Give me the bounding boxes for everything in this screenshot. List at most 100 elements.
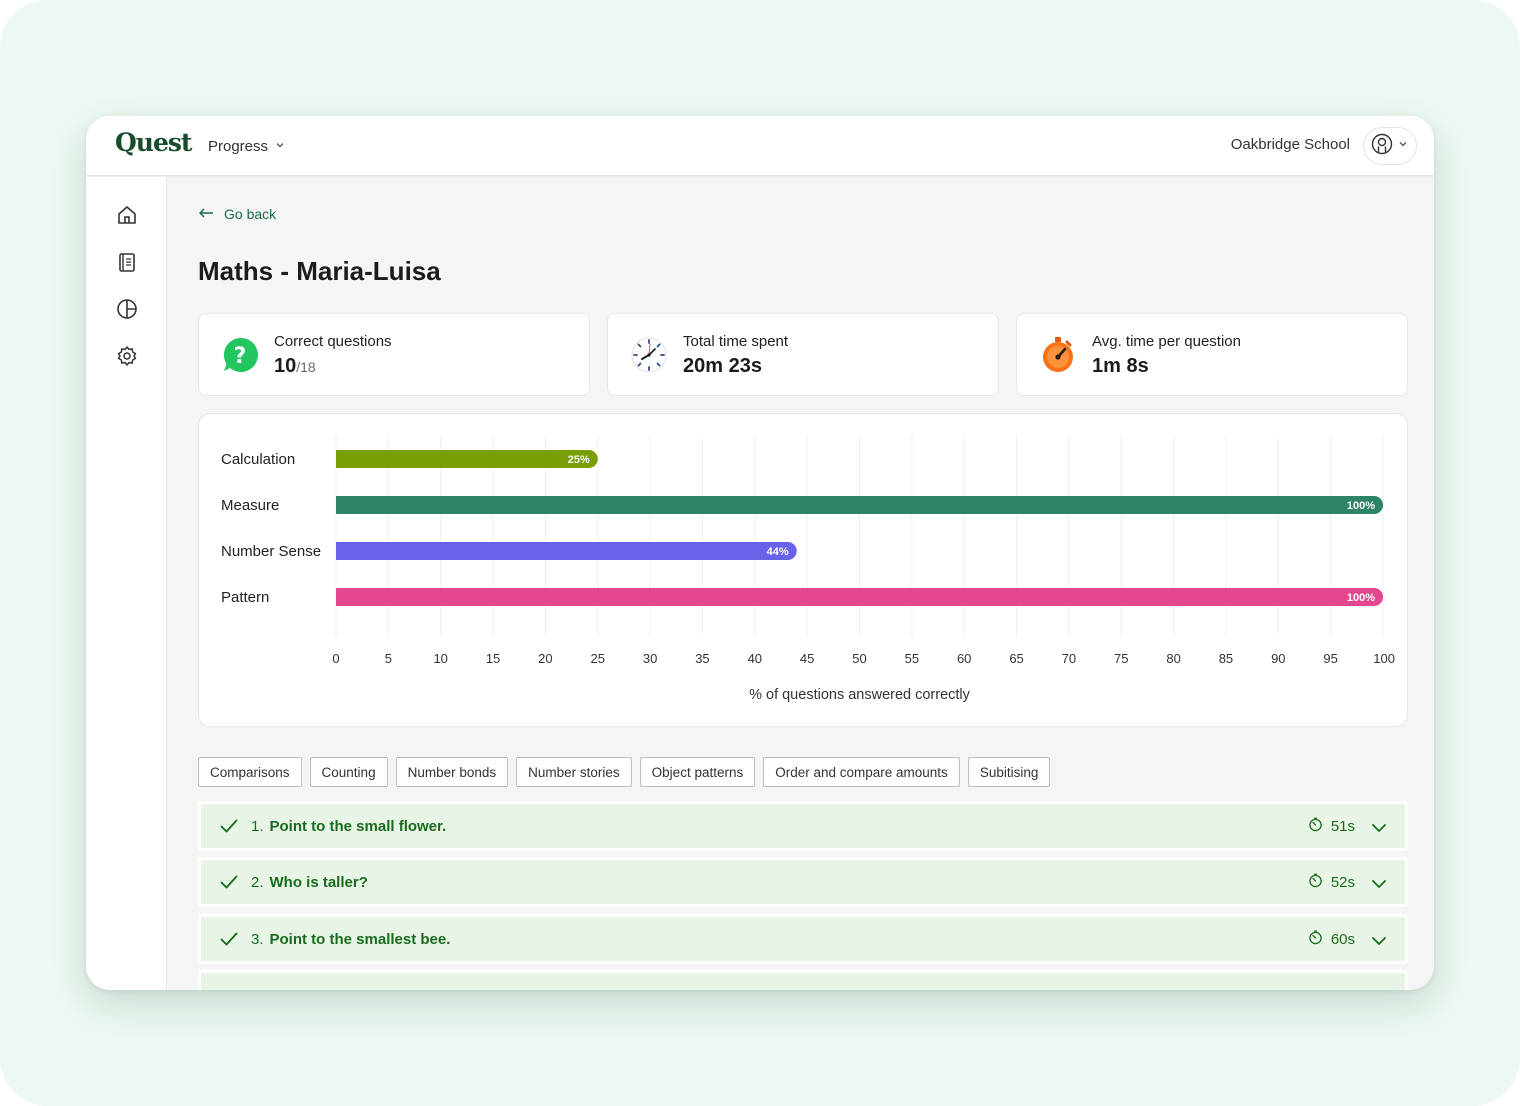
question-bubble-icon: ? [221,336,259,374]
bar-left-edge [336,588,346,606]
stat-value: 20m 23s [683,355,762,377]
x-tick-label: 55 [905,651,919,666]
checkmark-icon [220,818,238,839]
bar [336,542,797,560]
chevron-down-icon [1397,137,1409,155]
go-back-link[interactable]: Go back [198,206,276,222]
svg-text:?: ? [234,344,247,369]
bar [336,588,1383,606]
clock-icon [630,336,668,374]
x-tick-label: 65 [1009,651,1023,666]
x-tick-label: 90 [1271,651,1285,666]
chevron-down-icon [274,138,286,155]
stopwatch-icon [1039,336,1077,374]
stat-card-correct: ? Correct questions 10/18 [198,313,590,396]
question-number: 2. [251,874,264,891]
timer-icon [1308,930,1323,949]
stat-label: Total time spent [683,333,789,350]
checkmark-icon [220,931,238,952]
x-tick-label: 70 [1062,651,1076,666]
stat-value-total: /18 [296,359,316,375]
question-time: 60s [1308,930,1355,949]
app-window: Quest Progress Oakbridge School [86,116,1434,990]
bar [336,450,598,468]
question-time-value: 60s [1330,931,1355,948]
filter-chip[interactable]: Object patterns [639,757,756,787]
bar-left-edge [336,542,346,560]
timer-icon [1308,873,1323,892]
question-row-partial[interactable] [198,970,1408,990]
chart-card: 0 5 10 15 20 25 30 35 40 45 50 55 60 65 70 75 80 85 90 95 10… [198,413,1408,727]
question-number: 3. [251,931,264,948]
x-tick-label: 80 [1166,651,1180,666]
question-time-value: 52s [1330,874,1355,891]
progress-menu[interactable]: Progress [208,136,286,156]
filter-chip[interactable]: Counting [309,757,388,787]
x-tick-label: 5 [385,651,392,666]
x-tick-label: 95 [1323,651,1337,666]
question-title: Point to the small flower. [269,818,447,835]
top-bar: Quest Progress Oakbridge School [86,116,1434,176]
bar-value-label: 100% [1347,500,1375,512]
user-menu-button[interactable] [1363,127,1417,165]
stat-card-average: Avg. time per question 1m 8s [1016,313,1408,396]
app-logo[interactable]: Quest [115,128,192,157]
sidebar [86,177,167,990]
question-number: 1. [251,818,264,835]
bar-value-label: 100% [1347,592,1375,604]
category-label: Pattern [221,589,269,606]
category-label: Measure [221,497,279,514]
pie-chart-icon[interactable] [115,297,139,321]
topic-filter-chips: Comparisons Counting Number bonds Number st… [198,757,1051,787]
x-tick-label: 85 [1219,651,1233,666]
question-row[interactable]: 3. Point to the smallest bee. 60s [198,914,1408,964]
category-label: Number Sense [221,543,321,560]
x-tick-label: 30 [643,651,657,666]
progress-menu-label: Progress [208,137,269,155]
stat-label: Correct questions [274,333,392,350]
x-tick-label: 40 [748,651,762,666]
x-tick-label: 35 [695,651,709,666]
chevron-down-icon[interactable] [1371,877,1387,896]
question-text: 3. Point to the smallest bee. [251,931,450,948]
school-name: Oakbridge School [1230,136,1350,153]
x-tick-label: 50 [852,651,866,666]
question-time-value: 51s [1330,818,1355,835]
x-tick-label: 75 [1114,651,1128,666]
chevron-down-icon[interactable] [1371,934,1387,953]
x-tick-label: 20 [538,651,552,666]
bar-left-edge [336,450,346,468]
x-tick-label: 10 [433,651,447,666]
stat-value: 10/18 [274,355,316,378]
timer-icon [1308,817,1323,836]
stat-card-time: Total time spent 20m 23s [607,313,999,396]
filter-chip[interactable]: Comparisons [198,757,302,787]
x-tick-label: 25 [591,651,605,666]
book-icon[interactable] [115,250,139,274]
filter-chip[interactable]: Order and compare amounts [763,757,960,787]
chevron-down-icon[interactable] [1371,821,1387,840]
x-tick-label: 45 [800,651,814,666]
filter-chip[interactable]: Number stories [516,757,632,787]
question-title: Point to the smallest bee. [269,931,451,948]
question-row[interactable]: 2. Who is taller? 52s [198,857,1408,907]
page-title: Maths - Maria-Luisa [198,256,441,286]
question-time: 51s [1308,817,1355,836]
question-row[interactable]: 1. Point to the small flower. 51s [198,801,1408,851]
gear-icon[interactable] [115,344,139,368]
stat-value: 1m 8s [1092,355,1149,377]
x-tick-label: 0 [332,651,339,666]
question-text: 1. Point to the small flower. [251,818,446,835]
filter-chip[interactable]: Number bonds [395,757,509,787]
bar-value-label: 25% [568,454,590,466]
x-tick-label: 60 [957,651,971,666]
question-text: 2. Who is taller? [251,874,368,891]
stat-value-main: 10 [274,355,297,377]
question-title: Who is taller? [269,874,368,891]
home-icon[interactable] [115,203,139,227]
filter-chip[interactable]: Subitising [967,757,1051,787]
category-label: Calculation [221,451,295,468]
stat-label: Avg. time per question [1092,333,1241,350]
arrow-left-icon [198,206,214,222]
